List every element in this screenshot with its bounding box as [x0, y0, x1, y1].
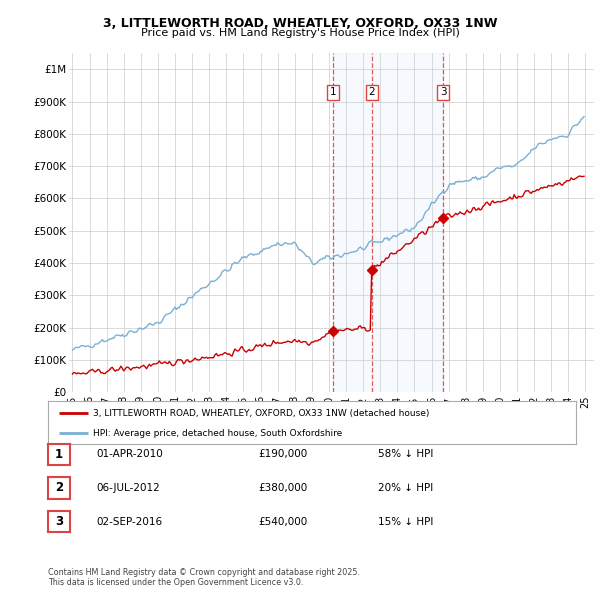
- Text: 3: 3: [440, 87, 446, 97]
- Text: 3, LITTLEWORTH ROAD, WHEATLEY, OXFORD, OX33 1NW: 3, LITTLEWORTH ROAD, WHEATLEY, OXFORD, O…: [103, 17, 497, 30]
- Text: 3, LITTLEWORTH ROAD, WHEATLEY, OXFORD, OX33 1NW (detached house): 3, LITTLEWORTH ROAD, WHEATLEY, OXFORD, O…: [93, 409, 429, 418]
- Text: Contains HM Land Registry data © Crown copyright and database right 2025.
This d: Contains HM Land Registry data © Crown c…: [48, 568, 360, 587]
- Text: 3: 3: [55, 515, 63, 528]
- Text: 2: 2: [55, 481, 63, 494]
- Text: 20% ↓ HPI: 20% ↓ HPI: [378, 483, 433, 493]
- Text: 06-JUL-2012: 06-JUL-2012: [96, 483, 160, 493]
- Text: 2: 2: [368, 87, 375, 97]
- Text: £540,000: £540,000: [258, 517, 307, 526]
- Text: 01-APR-2010: 01-APR-2010: [96, 450, 163, 459]
- Text: HPI: Average price, detached house, South Oxfordshire: HPI: Average price, detached house, Sout…: [93, 428, 342, 438]
- Text: £190,000: £190,000: [258, 450, 307, 459]
- Text: 15% ↓ HPI: 15% ↓ HPI: [378, 517, 433, 526]
- Text: 1: 1: [55, 448, 63, 461]
- Text: Price paid vs. HM Land Registry's House Price Index (HPI): Price paid vs. HM Land Registry's House …: [140, 28, 460, 38]
- Text: 58% ↓ HPI: 58% ↓ HPI: [378, 450, 433, 459]
- Text: 02-SEP-2016: 02-SEP-2016: [96, 517, 162, 526]
- Text: £380,000: £380,000: [258, 483, 307, 493]
- Bar: [333, 53, 443, 392]
- Text: 1: 1: [330, 87, 337, 97]
